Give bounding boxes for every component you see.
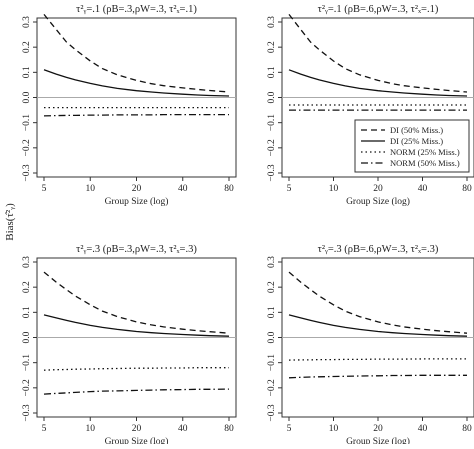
y-tick-label: 0.3 <box>22 256 32 268</box>
y-tick-label: −0.3 <box>22 404 32 421</box>
y-tick-label: 0.3 <box>267 256 277 268</box>
x-tick-label: 20 <box>373 424 383 434</box>
y-tick-label: 0.0 <box>267 331 277 343</box>
y-tick-label: 0.1 <box>267 66 277 78</box>
panel-title: τ²ᵧ=.1 (ρB=.3,ρW=.3, τ²ₓ=.1) <box>76 4 197 15</box>
y-tick-label: 0.2 <box>22 281 32 293</box>
series-line-solid <box>43 314 230 337</box>
series-line-dotdash <box>43 113 229 117</box>
y-tick-label: −0.1 <box>22 354 32 371</box>
x-tick-label: 40 <box>418 424 428 434</box>
series-line-dotted <box>43 367 229 371</box>
panel-3: τ²ᵧ=.3 (ρB=.3,ρW=.3, τ²ₓ=.3) −0.3 −0.2 −0.1… <box>22 244 237 447</box>
y-tick-label: 0.2 <box>267 281 277 293</box>
series-line-solid <box>288 314 468 337</box>
y-axis-label: Bias(τ̂²ᵧ) <box>4 203 16 241</box>
y-tick-label: −0.2 <box>22 139 32 156</box>
legend-label: NORM (50% Miss.) <box>390 158 460 168</box>
y-tick-label: 0.2 <box>22 41 32 53</box>
series-line-dashed <box>288 14 468 93</box>
x-tick-label: 80 <box>462 184 472 194</box>
y-tick-label: 0.0 <box>22 331 32 343</box>
x-axis-title: Group Size (log) <box>346 196 410 207</box>
panels: τ²ᵧ=.1 (ρB=.3,ρW=.3, τ²ₓ=.1) −0.3 −0.2 −0.1… <box>22 4 474 447</box>
x-tick-label: 5 <box>42 424 47 434</box>
x-tick-label: 40 <box>178 184 188 194</box>
y-tick-label: 0.0 <box>22 91 32 103</box>
series-line-dashed <box>43 271 230 334</box>
series-line-dotted <box>288 358 467 361</box>
x-tick-label: 80 <box>224 184 234 194</box>
series-line-dashed <box>288 271 468 334</box>
x-tick-label: 10 <box>86 424 96 434</box>
y-tick-label: 0.1 <box>22 66 32 78</box>
legend-box <box>354 119 470 173</box>
panel-title: τ²ᵧ=.1 (ρB=.6,ρW=.3, τ²ₓ=.1) <box>318 4 439 15</box>
y-tick-label: 0.2 <box>267 41 277 53</box>
y-tick-label: −0.3 <box>267 164 277 181</box>
x-tick-label: 40 <box>178 424 188 434</box>
x-tick-label: 5 <box>287 184 292 194</box>
y-tick-label: −0.1 <box>22 114 32 131</box>
legend-label: NORM (25% Miss.) <box>390 147 460 157</box>
x-tick-label: 5 <box>287 424 292 434</box>
x-tick-label: 5 <box>42 184 47 194</box>
y-tick-label: −0.1 <box>267 114 277 131</box>
panel-4: τ²ᵧ=.3 (ρB=.6,ρW=.3, τ²ₓ=.3) −0.3 −0.2 −0.1… <box>267 244 474 447</box>
y-tick-label: −0.2 <box>267 139 277 156</box>
series-line-dotdash <box>43 388 230 395</box>
x-tick-label: 20 <box>373 184 383 194</box>
x-tick-label: 40 <box>418 184 428 194</box>
x-axis-title: Group Size (log) <box>105 196 169 207</box>
x-tick-label: 20 <box>132 184 142 194</box>
y-tick-label: −0.1 <box>267 354 277 371</box>
series-line-dotdash <box>288 374 467 379</box>
panel-title: τ²ᵧ=.3 (ρB=.6,ρW=.3, τ²ₓ=.3) <box>318 244 439 255</box>
x-tick-label: 80 <box>224 424 234 434</box>
series-line-solid <box>288 69 468 97</box>
x-tick-label: 80 <box>462 424 472 434</box>
x-tick-label: 10 <box>329 184 339 194</box>
x-tick-label: 20 <box>132 424 142 434</box>
y-tick-label: −0.2 <box>267 379 277 396</box>
series-line-solid <box>43 69 230 97</box>
x-axis-title: Group Size (log) <box>105 436 169 444</box>
series-line-dashed <box>43 13 230 93</box>
y-tick-label: −0.3 <box>22 164 32 181</box>
y-tick-label: 0.0 <box>267 91 277 103</box>
y-tick-label: 0.3 <box>267 16 277 28</box>
y-tick-label: −0.3 <box>267 404 277 421</box>
panel-1: τ²ᵧ=.1 (ρB=.3,ρW=.3, τ²ₓ=.1) −0.3 −0.2 −0.1… <box>22 4 237 207</box>
y-tick-label: 0.1 <box>267 306 277 318</box>
legend: DI (50% Miss.)DI (25% Miss.)NORM (25% Mi… <box>354 119 470 173</box>
panel-2: τ²ᵧ=.1 (ρB=.6,ρW=.3, τ²ₓ=.1) −0.3 −0.2 −0.1… <box>267 4 474 207</box>
y-tick-label: 0.3 <box>22 16 32 28</box>
x-tick-label: 10 <box>86 184 96 194</box>
y-tick-label: 0.1 <box>22 306 32 318</box>
x-tick-label: 10 <box>329 424 339 434</box>
panel-title: τ²ᵧ=.3 (ρB=.3,ρW=.3, τ²ₓ=.3) <box>76 244 197 255</box>
legend-label: DI (25% Miss.) <box>390 136 443 146</box>
y-tick-label: −0.2 <box>22 379 32 396</box>
legend-label: DI (50% Miss.) <box>390 125 443 135</box>
x-axis-title: Group Size (log) <box>346 436 410 444</box>
